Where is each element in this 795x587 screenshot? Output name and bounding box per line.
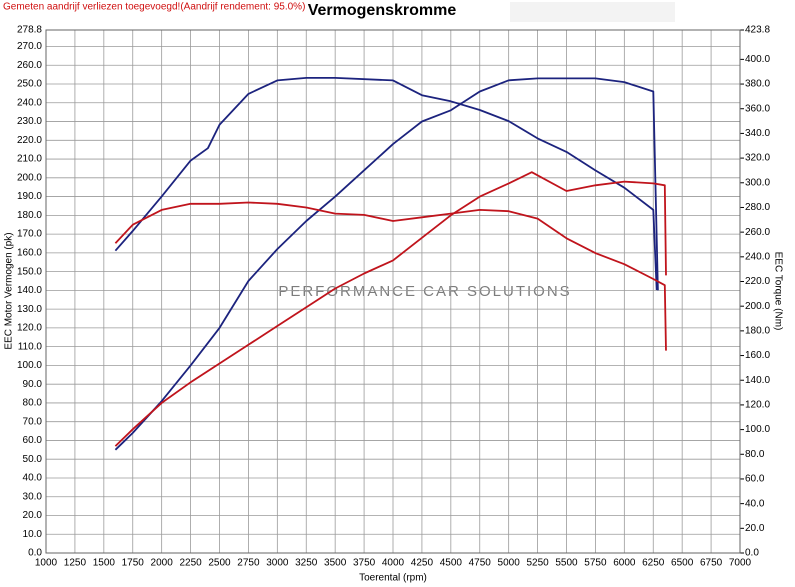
x-tick-label: 1250 [64,558,87,569]
y2-tick-label: 160.0 [745,350,770,361]
y-tick-label: 20.0 [23,510,43,521]
y2-tick-label: 320.0 [745,153,770,164]
y2-tick-label: 340.0 [745,128,770,139]
y-tick-label: 210.0 [17,154,42,165]
y2-tick-label: 380.0 [745,79,770,90]
x-tick-label: 3500 [324,558,347,569]
y2-tick-label: 220.0 [745,276,770,287]
x-tick-label: 5250 [526,558,549,569]
y-tick-label: 200.0 [17,172,42,183]
y2-tick-label: 40.0 [745,498,765,509]
y-tick-label: 140.0 [17,285,42,296]
y-tick-label: 180.0 [17,210,42,221]
y-tick-label: 100.0 [17,360,42,371]
y-tick-label: 80.0 [23,398,43,409]
y-tick-label: 90.0 [23,379,43,390]
series-line [114,201,667,351]
chart-title: Vermogenskromme [308,2,457,19]
y2-tick-label: 260.0 [745,227,770,238]
y-tick-label: 110.0 [18,341,43,352]
series-line [114,77,658,291]
y-tick-label: 10.0 [23,529,43,540]
x-tick-label: 2500 [208,558,231,569]
y2-tick-label: 140.0 [745,375,770,386]
y2-tick-label: 120.0 [745,400,770,411]
y2-tick-label: 180.0 [745,326,770,337]
y-tick-label: 0.0 [28,548,42,559]
y-tick-label: 30.0 [23,491,43,502]
y-tick-label: 70.0 [23,416,43,427]
x-tick-label: 2250 [179,558,202,569]
y-tick-label: 150.0 [17,266,42,277]
x-tick-label: 3750 [353,558,376,569]
x-tick-label: 1750 [122,558,145,569]
y-tick-label: 250.0 [17,79,42,90]
y2-tick-label: 60.0 [745,474,765,485]
watermark: PERFORMANCE CAR SOLUTIONS [278,283,571,300]
y-tick-label: 260.0 [17,60,42,71]
x-tick-label: 6500 [671,558,694,569]
x-tick-label: 5750 [584,558,607,569]
y-tick-label: 40.0 [23,473,43,484]
x-axis-label: Toerental (rpm) [359,573,427,584]
y-tick-label: 190.0 [17,191,42,202]
x-tick-label: 4500 [440,558,463,569]
y-tick-label: 278.8 [17,25,42,36]
y2-tick-label: 400.0 [745,54,770,65]
y-tick-label: 130.0 [17,304,42,315]
x-tick-label: 5000 [498,558,521,569]
y-tick-label: 50.0 [23,454,43,465]
x-tick-label: 6250 [642,558,665,569]
x-tick-label: 7000 [729,558,752,569]
y2-tick-label: 20.0 [745,523,765,534]
y2-tick-label: 240.0 [745,251,770,262]
y2-tick-label: 300.0 [745,177,770,188]
x-tick-label: 4750 [469,558,492,569]
y-tick-label: 270.0 [17,41,42,52]
y2-tick-label: 423.8 [745,25,770,36]
y-tick-label: 220.0 [17,135,42,146]
series-line [114,171,667,447]
y-tick-label: 160.0 [17,247,42,258]
x-tick-label: 1500 [93,558,116,569]
x-tick-label: 1000 [35,558,58,569]
x-tick-label: 3250 [295,558,318,569]
y-axis-label: EEC Motor Vermogen (pk) [4,232,15,349]
y2-tick-label: 360.0 [745,103,770,114]
x-tick-label: 4000 [382,558,405,569]
x-tick-label: 6000 [613,558,636,569]
y2-tick-label: 80.0 [745,449,765,460]
y-tick-label: 230.0 [17,116,42,127]
y2-axis-label: EEC Torque (Nm) [772,252,783,331]
x-tick-label: 2000 [151,558,174,569]
x-tick-label: 6750 [700,558,723,569]
y-tick-label: 170.0 [17,229,42,240]
y2-tick-label: 0.0 [745,548,759,559]
x-tick-label: 2750 [237,558,260,569]
x-tick-label: 5500 [555,558,578,569]
y2-tick-label: 280.0 [745,202,770,213]
series-line [114,77,659,451]
y-tick-label: 120.0 [17,323,42,334]
title-box [510,2,675,22]
x-tick-label: 4250 [411,558,434,569]
plot-frame [45,29,741,554]
y2-tick-label: 100.0 [745,424,770,435]
x-tick-label: 3000 [266,558,289,569]
y2-tick-label: 200.0 [745,301,770,312]
y-tick-label: 60.0 [23,435,43,446]
y-tick-label: 240.0 [17,97,42,108]
notice: Gemeten aandrijf verliezen toegevoegd!(A… [3,2,305,13]
